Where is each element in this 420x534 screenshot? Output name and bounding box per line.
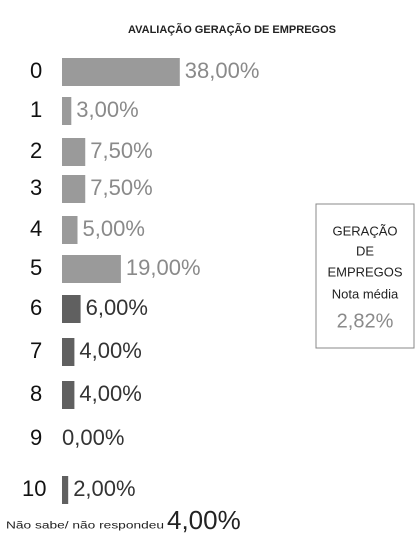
bar xyxy=(62,476,69,504)
value-label: 4,00% xyxy=(167,505,241,534)
summary-box xyxy=(315,203,415,349)
value-label: 7,50% xyxy=(90,175,152,200)
category-label: 8 xyxy=(30,381,42,406)
bar xyxy=(62,175,86,203)
category-label: 2 xyxy=(30,138,42,163)
value-label: 19,00% xyxy=(126,255,201,280)
category-label: 4 xyxy=(30,216,42,241)
value-label: 4,00% xyxy=(79,338,141,363)
bar xyxy=(62,216,78,244)
chart-title: AVALIAÇÃO GERAÇÃO DE EMPREGOS xyxy=(128,23,336,36)
value-label: 6,00% xyxy=(86,295,148,320)
category-label: 7 xyxy=(30,338,42,363)
bar xyxy=(62,58,180,86)
value-label: 4,00% xyxy=(79,381,141,406)
value-label: 7,50% xyxy=(90,138,152,163)
category-label: 6 xyxy=(30,295,42,320)
value-label: 5,00% xyxy=(83,216,145,241)
value-label: 2,00% xyxy=(73,476,135,501)
value-label: 3,00% xyxy=(76,97,138,122)
summary-line: GERAÇÃO xyxy=(332,223,397,238)
bar xyxy=(62,338,75,366)
category-label: 9 xyxy=(30,425,42,450)
category-label: 5 xyxy=(30,255,42,280)
summary-line: Nota média xyxy=(332,286,399,301)
category-label: 10 xyxy=(22,476,46,501)
bar xyxy=(62,255,121,283)
bar xyxy=(62,138,86,166)
category-label: 0 xyxy=(30,58,42,83)
bar xyxy=(62,295,81,323)
category-label: Não sabe/ não respondeu xyxy=(6,521,164,532)
summary-line: DE xyxy=(356,243,374,258)
value-label: 38,00% xyxy=(185,58,260,83)
bar xyxy=(62,97,72,125)
summary-line: EMPREGOS xyxy=(327,264,402,279)
category-label: 3 xyxy=(30,175,42,200)
value-label: 0,00% xyxy=(62,425,124,450)
bar xyxy=(62,381,75,409)
category-label: 1 xyxy=(30,97,42,122)
summary-value: 2,82% xyxy=(337,310,394,332)
